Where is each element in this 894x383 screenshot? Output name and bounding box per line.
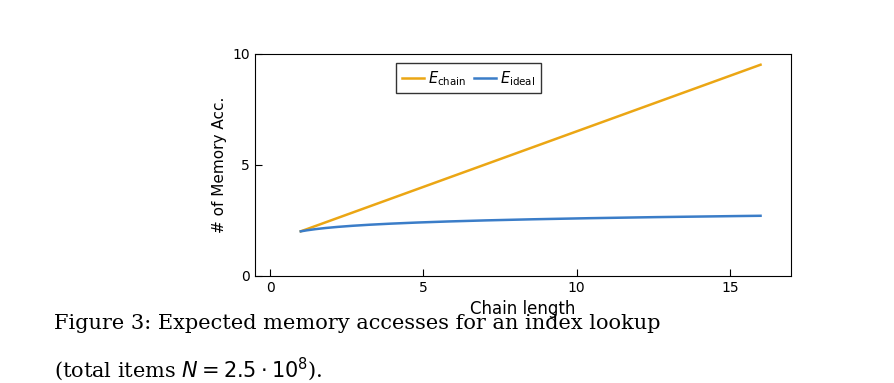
Y-axis label: # of Memory Acc.: # of Memory Acc. [212, 97, 227, 233]
Text: Figure 3: Expected memory accesses for an index lookup: Figure 3: Expected memory accesses for a… [54, 314, 660, 333]
X-axis label: Chain length: Chain length [470, 300, 576, 318]
Legend: $E_{\rm chain}$, $E_{\rm ideal}$: $E_{\rm chain}$, $E_{\rm ideal}$ [396, 63, 541, 93]
Text: (total items $N = 2.5 \cdot 10^8$).: (total items $N = 2.5 \cdot 10^8$). [54, 355, 322, 383]
